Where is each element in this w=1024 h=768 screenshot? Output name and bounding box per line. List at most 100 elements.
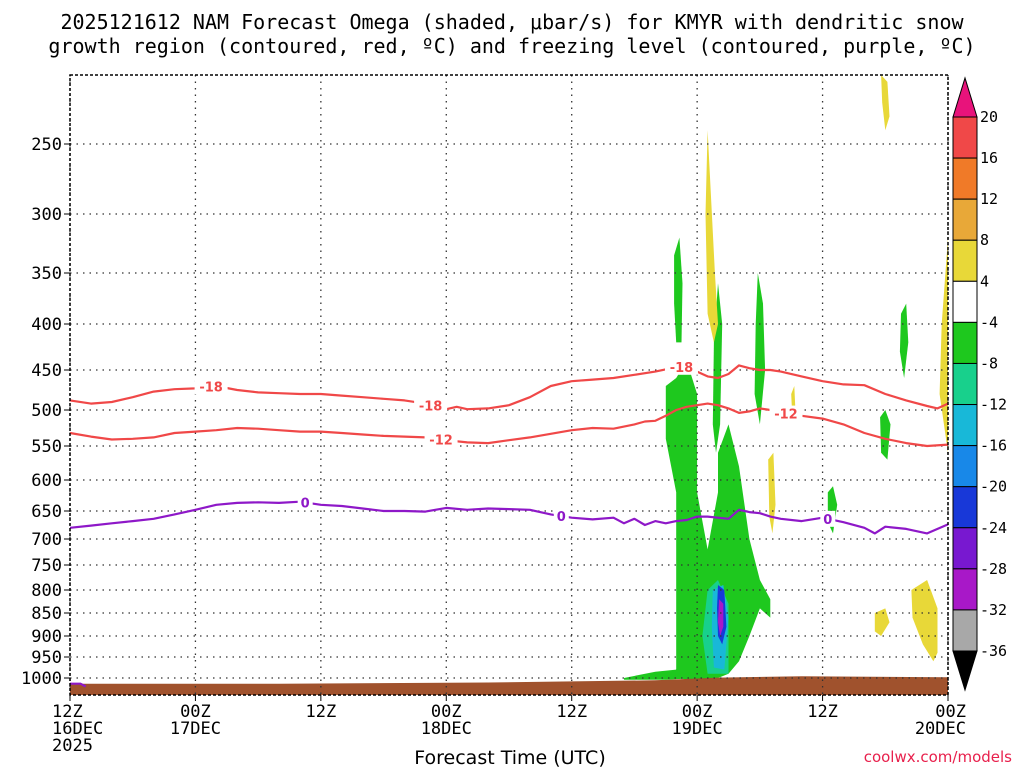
x-tick-label-12-line1: 00Z: [180, 702, 211, 722]
colorbar-swatch-11: [952, 568, 978, 611]
colorbar-swatch-7: [952, 404, 978, 447]
x-tick-label-84-line1: 00Z: [935, 702, 966, 722]
x-tick-label-36-line2: 18DEC: [421, 719, 472, 739]
y-tick-label-450: 450: [31, 361, 62, 381]
x-tick-label-0-line1: 12Z: [52, 702, 83, 722]
minus-18-contour-label-0: -18: [199, 381, 223, 396]
colorbar-label-12: -32: [980, 601, 1007, 619]
zero-freezing-contour-label-bg-0: [297, 494, 313, 511]
zero-freezing-contour-label-bg-2: [820, 510, 836, 527]
y-axis: 250 300 350 400 450 500 550 600 650 700 750 800 850 9…: [21, 135, 70, 689]
terrain-layer: [70, 676, 948, 695]
omega-green-east-400: [899, 303, 909, 378]
plot-area: -18 -18 -18 -12 -12 0 0 0: [69, 74, 949, 696]
x-tick-label-60-line2: 19DEC: [672, 719, 723, 739]
x-tick-label-0-line2: 16DEC: [52, 719, 103, 739]
colorbar-label-10: -24: [980, 519, 1007, 537]
colorbar-swatch-12: [952, 609, 978, 652]
zero-freezing-contour-label-2: 0: [823, 513, 832, 528]
y-tick-label-900: 900: [31, 627, 62, 647]
x-tick-label-84-line2: 20DEC: [915, 719, 966, 739]
y-tick-label-950: 950: [31, 648, 62, 668]
colorbar-bottom-arrow: [952, 650, 978, 692]
omega-green-column-right: [665, 360, 771, 681]
omega-yellow-mid-east: [768, 452, 776, 534]
colorbar-label-9: -20: [980, 478, 1007, 496]
colorbar-label-5: -4: [980, 313, 998, 331]
x-tick-label-36-line1: 00Z: [431, 702, 462, 722]
x-tick-label-48-line1: 12Z: [556, 702, 587, 722]
credit-text: coolwx.com/models: [864, 748, 1012, 766]
colorbar-swatch-0: [952, 116, 978, 159]
omega-green-strip-350: [674, 237, 683, 343]
colorbar-label-13: -36: [980, 642, 1007, 660]
colorbar-swatch-3: [952, 239, 978, 282]
zero-contour-ground-stub: [70, 682, 87, 688]
x-tick-label-12-line2: 17DEC: [170, 719, 221, 739]
chart-title-line2: growth region (contoured, red, ºC) and f…: [48, 34, 975, 58]
minus-18-contour-label-2: -18: [670, 361, 694, 376]
chart-title-line1: 2025121612 NAM Forecast Omega (shaded, μ…: [60, 10, 964, 34]
plot-frame: [69, 74, 949, 696]
colorbar-swatch-6: [952, 362, 978, 406]
x-tick-label-72-line1: 12Z: [807, 702, 838, 722]
minus-18-contour-label-bg-1: [414, 397, 448, 414]
colorbar-swatch-8: [952, 445, 978, 488]
y-tick-label-250: 250: [31, 135, 62, 155]
y-tick-label-1000: 1000: [21, 669, 62, 689]
y-tick-label-800: 800: [31, 581, 62, 601]
colorbar-swatch-2: [952, 198, 978, 241]
y-tick-label-400: 400: [31, 315, 62, 335]
minus-12-contour-label-bg-0: [424, 431, 458, 448]
omega-green-east-500: [880, 410, 891, 460]
colorbar-swatch-10: [952, 527, 978, 570]
minus-12-contour-label-0: -12: [429, 434, 453, 449]
omega-yellow-plume-280: [705, 130, 718, 343]
omega-yellow-right-edge: [939, 237, 948, 453]
zero-freezing-contour: [69, 500, 949, 535]
x-tick-label-0-line3: 2025: [52, 736, 93, 756]
contour-layer: -18 -18 -18 -12 -12 0 0 0: [69, 358, 949, 688]
colorbar-label-4: 4: [980, 272, 989, 290]
colorbar-label-2: 12: [980, 190, 998, 208]
y-tick-label-550: 550: [31, 437, 62, 457]
colorbar: 20 16 12 8 4 -4 -8 -12 -16 -20 -24 -28 -32 -36: [952, 76, 1007, 692]
colorbar-label-1: 16: [980, 149, 998, 167]
x-tick-label-60-line1: 00Z: [682, 702, 713, 722]
minus-18-contour-label-1: -18: [419, 400, 443, 415]
y-tick-label-350: 350: [31, 264, 62, 284]
colorbar-label-7: -12: [980, 396, 1007, 414]
omega-yellow-low-850: [874, 608, 890, 636]
x-axis-title: Forecast Time (UTC): [414, 747, 605, 768]
y-tick-label-600: 600: [31, 471, 62, 491]
zero-freezing-contour-label-1: 0: [557, 510, 566, 525]
omega-purple-core: [718, 599, 724, 636]
zero-freezing-contour-label-bg-1: [553, 508, 569, 525]
omega-yellow-low-east: [911, 580, 938, 662]
colorbar-label-0: 20: [980, 108, 998, 126]
y-tick-label-500: 500: [31, 401, 62, 421]
omega-yellow-plume-top: [881, 75, 890, 131]
zero-freezing-contour-label-0: 0: [301, 496, 310, 511]
terrain-ground: [70, 676, 948, 695]
colorbar-label-6: -8: [980, 354, 998, 372]
minus-18-contour-label-bg-2: [664, 358, 698, 375]
y-tick-label-750: 750: [31, 556, 62, 576]
omega-shading-layer: [624, 75, 948, 681]
colorbar-swatch-1: [952, 157, 978, 200]
y-tick-label-300: 300: [31, 205, 62, 225]
y-tick-label-650: 650: [31, 502, 62, 522]
minus-12-contour-label-1: -12: [774, 408, 798, 423]
omega-green-strip-450: [754, 273, 766, 425]
y-tick-label-850: 850: [31, 604, 62, 624]
minus-18-contour: [69, 364, 949, 411]
x-tick-label-24-line1: 12Z: [305, 702, 336, 722]
colorbar-top-arrow: [952, 76, 978, 118]
y-tick-label-700: 700: [31, 530, 62, 550]
colorbar-swatch-4: [952, 280, 978, 323]
minus-12-contour-label-bg-1: [769, 405, 803, 422]
minus-18-contour-label-bg-0: [194, 378, 228, 395]
colorbar-label-8: -16: [980, 437, 1007, 455]
